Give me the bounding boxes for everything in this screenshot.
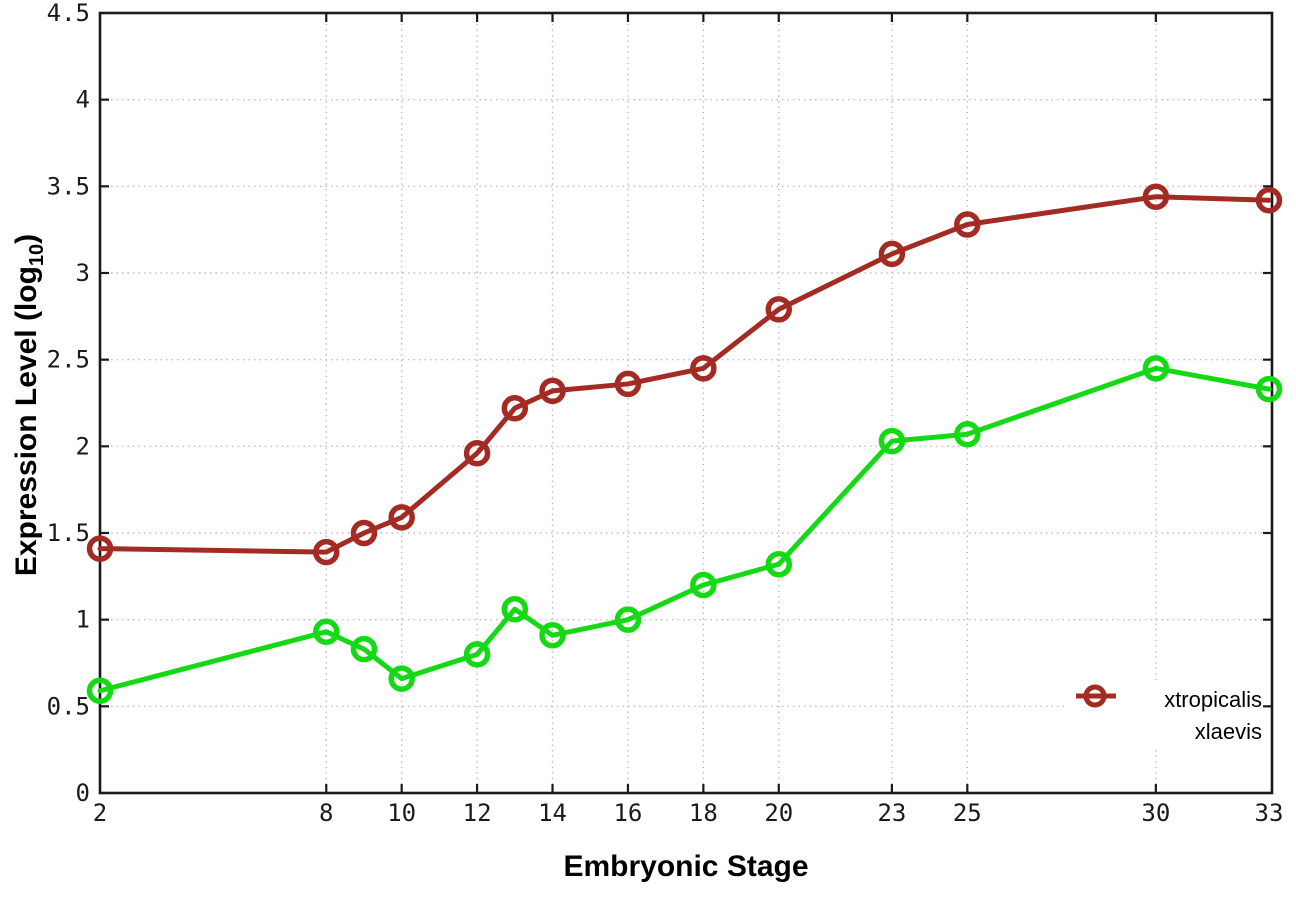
- legend: xtropicalis xlaevis: [1066, 682, 1262, 750]
- data-point-marker-xlaevis: [501, 394, 529, 422]
- x-tick-label: 8: [319, 799, 333, 827]
- y-tick-label: 2: [76, 432, 90, 460]
- data-point-marker-xlaevis: [313, 538, 340, 566]
- plot-border: [98, 11, 1274, 795]
- x-tick-label: 12: [463, 799, 492, 827]
- y-tick-label: 1.5: [47, 519, 90, 547]
- y-axis-title-subscript: 10: [26, 243, 48, 267]
- data-point-marker-xlaevis: [765, 296, 793, 323]
- data-point-marker-xlaevis: [539, 377, 566, 405]
- x-tick-label: 16: [613, 799, 642, 827]
- legend-label: xlaevis: [1194, 719, 1262, 744]
- data-point-marker-xtropicalis: [954, 420, 981, 448]
- x-tick-label: 20: [764, 799, 793, 827]
- x-tick-label: 10: [387, 799, 416, 827]
- legend-label: xtropicalis: [1164, 687, 1262, 712]
- data-point-marker-xlaevis: [1142, 183, 1170, 210]
- data-point-marker-xtropicalis: [463, 641, 491, 668]
- data-point-marker-xtropicalis: [614, 606, 642, 633]
- data-point-marker-xtropicalis: [86, 677, 114, 704]
- x-tick-label: 33: [1255, 799, 1284, 827]
- data-point-marker-xtropicalis: [765, 550, 793, 578]
- data-point-marker-xtropicalis: [1142, 355, 1170, 382]
- data-point-marker-xtropicalis: [1255, 375, 1283, 403]
- data-point-marker-xlaevis: [86, 535, 114, 562]
- x-tick-label: 30: [1141, 799, 1170, 827]
- data-point-marker-xtropicalis: [388, 665, 415, 692]
- y-tick-label: 3: [76, 259, 90, 287]
- data-point-marker-xlaevis: [388, 504, 415, 531]
- data-point-marker-xtropicalis: [878, 427, 906, 455]
- y-tick-label: 1: [76, 606, 90, 634]
- series-line-xlaevis: [97, 194, 1272, 555]
- y-axis-title: Expression Level (log10): [10, 155, 54, 655]
- data-point-marker-xtropicalis: [501, 596, 529, 623]
- y-tick-label: 2.5: [47, 346, 90, 374]
- y-axis-title-main: Expression Level (log: [10, 266, 43, 577]
- legend-marker-icon: [1076, 684, 1116, 708]
- data-point-marker-xlaevis: [350, 519, 378, 547]
- data-point-marker-xlaevis: [690, 355, 717, 382]
- data-point-marker-xtropicalis: [690, 571, 717, 599]
- y-axis-title-close: ): [10, 233, 43, 244]
- y-tick-label: 0.5: [47, 692, 90, 720]
- data-point-marker-xtropicalis: [313, 618, 340, 646]
- data-point-marker-xlaevis: [463, 440, 491, 467]
- y-tick-label: 0: [76, 779, 90, 807]
- data-point-marker-xtropicalis: [539, 622, 566, 649]
- y-tick-label: 3.5: [47, 172, 90, 200]
- legend-item-xlaevis: xlaevis: [1066, 684, 1262, 746]
- data-point-marker-xlaevis: [954, 211, 981, 238]
- series-line-xtropicalis: [97, 365, 1272, 694]
- x-tick-label: 25: [953, 799, 982, 827]
- data-point-marker-xtropicalis: [350, 635, 378, 663]
- data-point-marker-xlaevis: [878, 240, 906, 268]
- data-point-marker-xlaevis: [614, 370, 642, 398]
- x-tick-label: 23: [877, 799, 906, 827]
- data-point-marker-xlaevis: [1255, 186, 1283, 214]
- y-tick-label: 4.5: [47, 0, 90, 27]
- x-tick-label: 18: [689, 799, 718, 827]
- x-tick-label: 2: [93, 799, 107, 827]
- x-tick-label: 14: [538, 799, 567, 827]
- y-tick-label: 4: [76, 86, 90, 114]
- x-axis-title: Embryonic Stage: [563, 850, 809, 883]
